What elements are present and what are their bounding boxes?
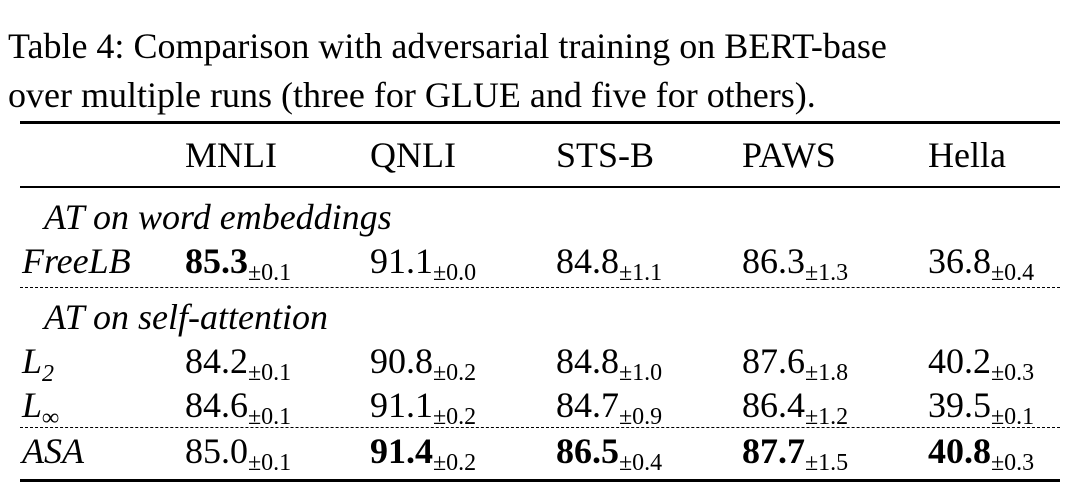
cell: 87.7±1.5	[742, 431, 848, 475]
cell: 85.0±0.1	[185, 431, 291, 475]
section-title: AT on self-attention	[44, 297, 328, 337]
bottom-rule	[20, 479, 1060, 482]
cell: 39.5±0.1	[928, 385, 1034, 429]
cell: 86.4±1.2	[742, 385, 848, 429]
cell-std: ±0.1	[248, 360, 292, 386]
cell: 40.2±0.3	[928, 341, 1034, 385]
cell-std: ±0.1	[248, 260, 292, 286]
cell: 86.3±1.3	[742, 241, 848, 285]
cell-value: 91.1	[370, 385, 433, 425]
header-rule	[20, 186, 1060, 188]
cell: 90.8±0.2	[370, 341, 476, 385]
row-label-subscript: ∞	[42, 405, 60, 431]
column-header: PAWS	[742, 135, 836, 175]
cell-std: ±0.2	[433, 404, 477, 430]
row-label: L∞	[22, 385, 59, 430]
cell-std: ±1.2	[805, 404, 849, 430]
section-separator	[20, 287, 1060, 288]
cell-value: 36.8	[928, 241, 991, 281]
row-label-subscript: 2	[42, 361, 55, 387]
cell-value: 91.4	[370, 431, 433, 471]
cell-std: ±1.5	[805, 450, 849, 476]
column-header: STS-B	[556, 135, 655, 175]
cell-value: 84.8	[556, 241, 619, 281]
cell: 86.5±0.4	[556, 431, 662, 475]
cell: 84.7±0.9	[556, 385, 662, 429]
cell-std: ±1.8	[805, 360, 849, 386]
cell-value: 85.3	[185, 241, 248, 281]
cell-value: 86.5	[556, 431, 619, 471]
cell-value: 84.7	[556, 385, 619, 425]
cell-std: ±0.0	[433, 260, 477, 286]
cell-std: ±0.2	[433, 360, 477, 386]
cell-value: 86.3	[742, 241, 805, 281]
row-label-text: L	[22, 341, 43, 381]
row-label-text: ASA	[22, 431, 84, 471]
cell: 84.8±1.1	[556, 241, 662, 285]
cell: 91.1±0.0	[370, 241, 476, 285]
column-header: MNLI	[185, 135, 277, 175]
cell-std: ±0.4	[619, 450, 663, 476]
cell-value: 84.8	[556, 341, 619, 381]
cell-std: ±0.3	[991, 360, 1035, 386]
row-label: FreeLB	[22, 243, 131, 279]
cell-value: 84.6	[185, 385, 248, 425]
column-header: QNLI	[370, 135, 456, 175]
cell-std: ±0.2	[433, 450, 477, 476]
row-label: ASA	[22, 433, 84, 469]
cell-value: 84.2	[185, 341, 248, 381]
cell-value: 40.8	[928, 431, 991, 471]
cell-std: ±0.9	[619, 404, 663, 430]
cell: 87.6±1.8	[742, 341, 848, 385]
cell: 84.2±0.1	[185, 341, 291, 385]
row-separator	[20, 427, 1060, 428]
cell-std: ±1.0	[619, 360, 663, 386]
cell-std: ±0.1	[248, 404, 292, 430]
cell: 91.4±0.2	[370, 431, 476, 475]
cell-value: 86.4	[742, 385, 805, 425]
caption-line: over multiple runs (three for GLUE and f…	[8, 75, 816, 115]
cell-std: ±0.3	[991, 450, 1035, 476]
cell: 85.3±0.1	[185, 241, 291, 285]
cell: 84.8±1.0	[556, 341, 662, 385]
cell-value: 85.0	[185, 431, 248, 471]
cell-std: ±0.4	[991, 260, 1035, 286]
cell-std: ±1.1	[619, 260, 663, 286]
column-header: Hella	[928, 135, 1006, 175]
top-rule	[20, 121, 1060, 124]
row-label-text: L	[22, 385, 43, 425]
cell: 91.1±0.2	[370, 385, 476, 429]
cell: 36.8±0.4	[928, 241, 1034, 285]
cell: 40.8±0.3	[928, 431, 1034, 475]
section-title: AT on word embeddings	[44, 197, 392, 237]
cell-value: 39.5	[928, 385, 991, 425]
cell-value: 40.2	[928, 341, 991, 381]
row-label: L2	[22, 341, 54, 386]
cell-value: 87.7	[742, 431, 805, 471]
cell-value: 90.8	[370, 341, 433, 381]
cell-value: 91.1	[370, 241, 433, 281]
cell-std: ±0.1	[248, 450, 292, 476]
cell: 84.6±0.1	[185, 385, 291, 429]
cell-std: ±0.1	[991, 404, 1035, 430]
caption-line: Table 4: Comparison with adversarial tra…	[8, 26, 887, 66]
cell-std: ±1.3	[805, 260, 849, 286]
cell-value: 87.6	[742, 341, 805, 381]
row-label-text: FreeLB	[22, 241, 131, 281]
